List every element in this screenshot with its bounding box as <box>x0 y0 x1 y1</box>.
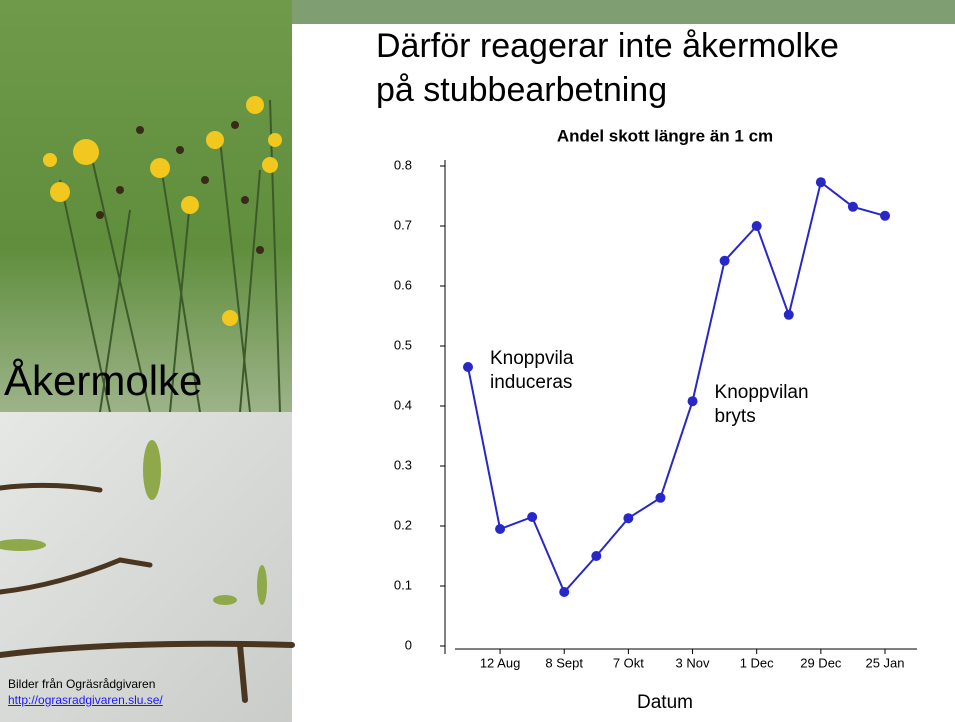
data-point <box>880 210 890 221</box>
roots <box>0 482 295 703</box>
x-tick-label: 8 Sept <box>545 655 583 670</box>
annotation: Knoppvila <box>490 348 574 369</box>
annotation: induceras <box>490 372 572 393</box>
y-tick-label: 0.8 <box>394 157 412 172</box>
buds <box>96 121 264 254</box>
x-tick-label: 12 Aug <box>480 655 521 670</box>
shoots <box>0 440 267 605</box>
y-tick-label: 0.2 <box>394 517 412 532</box>
data-line <box>467 180 886 594</box>
credit-text: Bilder från Ogräsrådgivaren <box>8 677 156 691</box>
x-tick-label: 3 Nov <box>676 655 710 670</box>
data-point <box>559 587 570 597</box>
x-tick-label: 29 Dec <box>800 655 842 670</box>
side-label: Åkermolke <box>4 357 202 404</box>
x-tick-label: 1 Dec <box>740 655 774 670</box>
slide-title: Därför reagerar inte åkermolke <box>376 27 839 65</box>
x-tick-label: 25 Jan <box>865 655 904 670</box>
annotation: bryts <box>715 406 756 427</box>
data-point <box>527 512 538 522</box>
data-point <box>847 201 858 212</box>
data-point <box>623 513 634 524</box>
x-tick-label: 7 Okt <box>613 655 644 670</box>
flower-photo <box>0 0 292 412</box>
y-tick-label: 0.6 <box>394 277 412 292</box>
slide-title: på stubbearbetning <box>376 71 667 109</box>
y-tick-label: 0 <box>405 637 412 652</box>
credit-link[interactable]: http://ograsradgivaren.slu.se/ <box>8 693 163 707</box>
flowers <box>43 96 282 326</box>
x-axis-label: Datum <box>637 692 693 713</box>
credit: Bilder från Ogräsrådgivaren http://ogras… <box>8 676 163 708</box>
stems <box>59 99 281 413</box>
annotation: Knoppvilan <box>715 382 809 403</box>
y-tick-label: 0.3 <box>394 457 412 472</box>
data-point <box>751 221 762 231</box>
y-tick-label: 0.4 <box>394 397 412 412</box>
data-point <box>463 362 473 372</box>
data-point <box>719 255 730 266</box>
data-point <box>655 492 666 503</box>
data-point <box>815 177 826 188</box>
chart-title: Andel skott längre än 1 cm <box>557 126 773 145</box>
y-tick-label: 0.5 <box>394 337 412 352</box>
y-tick-label: 0.7 <box>394 217 412 232</box>
data-point <box>591 551 602 561</box>
data-point <box>495 524 506 534</box>
data-point <box>783 309 794 320</box>
y-tick-label: 0.1 <box>394 577 412 592</box>
data-point <box>687 396 698 407</box>
